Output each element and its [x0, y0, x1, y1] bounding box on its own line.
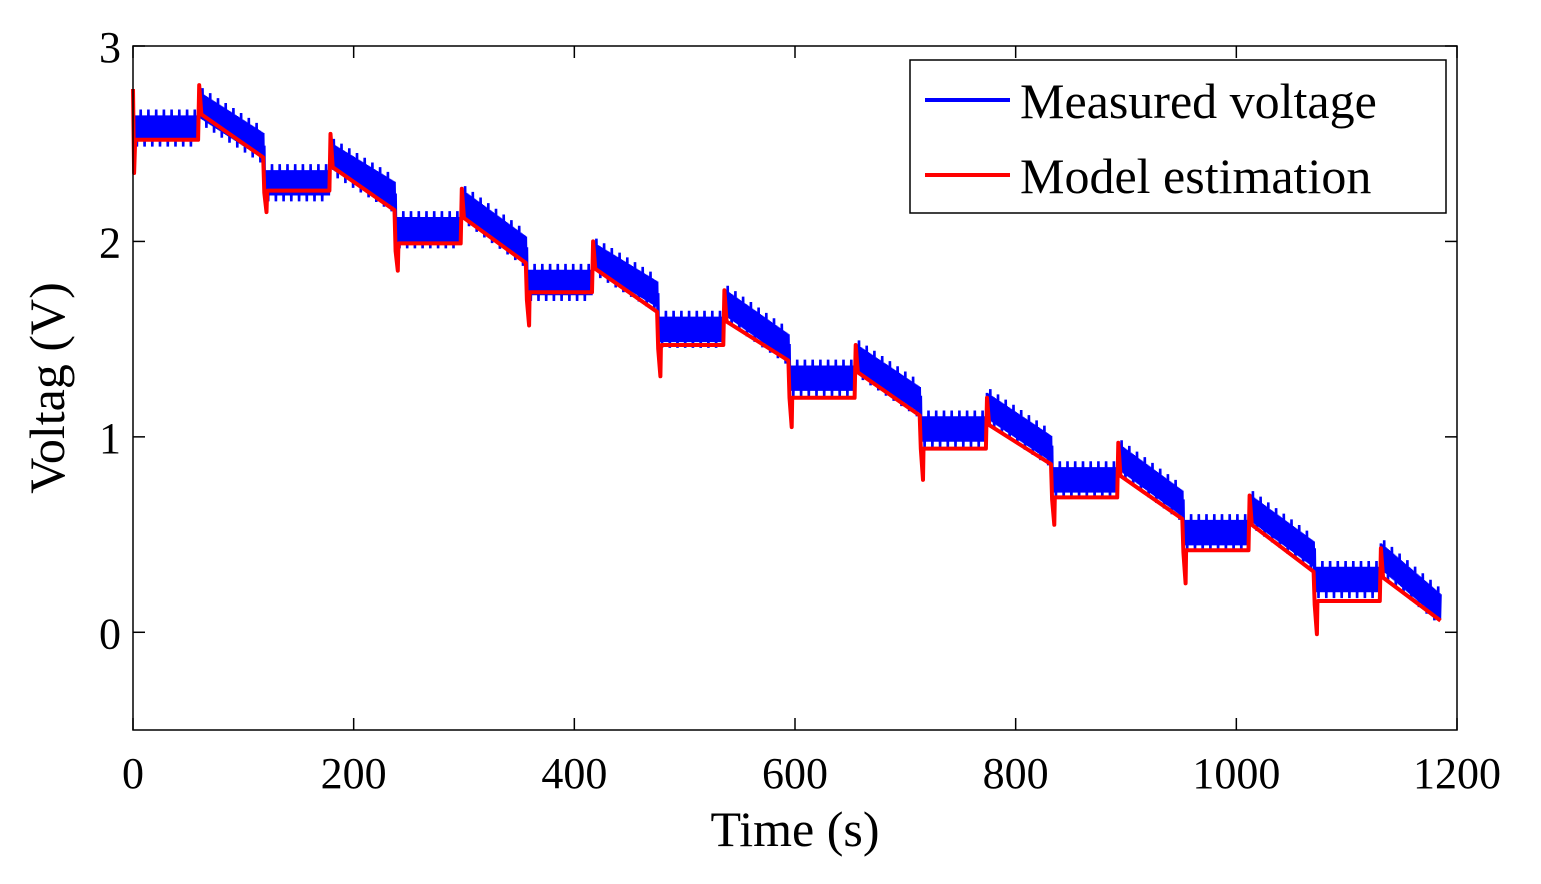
y-axis-title: Voltag (V): [19, 282, 75, 494]
x-tick-label: 600: [762, 749, 828, 798]
series-model-estimation: [131, 83, 1442, 637]
tick-layer: 0 200 400 600 800 1000 1200 0 1 2 3: [99, 23, 1501, 798]
y-tick-label: 3: [99, 23, 121, 72]
x-axis-title: Time (s): [710, 801, 879, 857]
legend-box: [909, 59, 1447, 214]
legend-label-model: Model estimation: [1020, 148, 1371, 204]
y-tick-label: 1: [99, 414, 121, 463]
y-tick-label: 0: [99, 609, 121, 658]
x-tick-label: 1000: [1192, 749, 1280, 798]
y-tick-label: 2: [99, 218, 121, 267]
x-tick-label: 200: [321, 749, 387, 798]
series-layer: [131, 83, 1442, 637]
x-tick-label: 800: [983, 749, 1049, 798]
x-tick-label: 400: [541, 749, 607, 798]
x-tick-label: 1200: [1413, 749, 1501, 798]
legend-label-measured: Measured voltage: [1020, 73, 1377, 129]
x-tick-label: 0: [122, 749, 144, 798]
legend: Measured voltage Model estimation: [909, 59, 1447, 214]
